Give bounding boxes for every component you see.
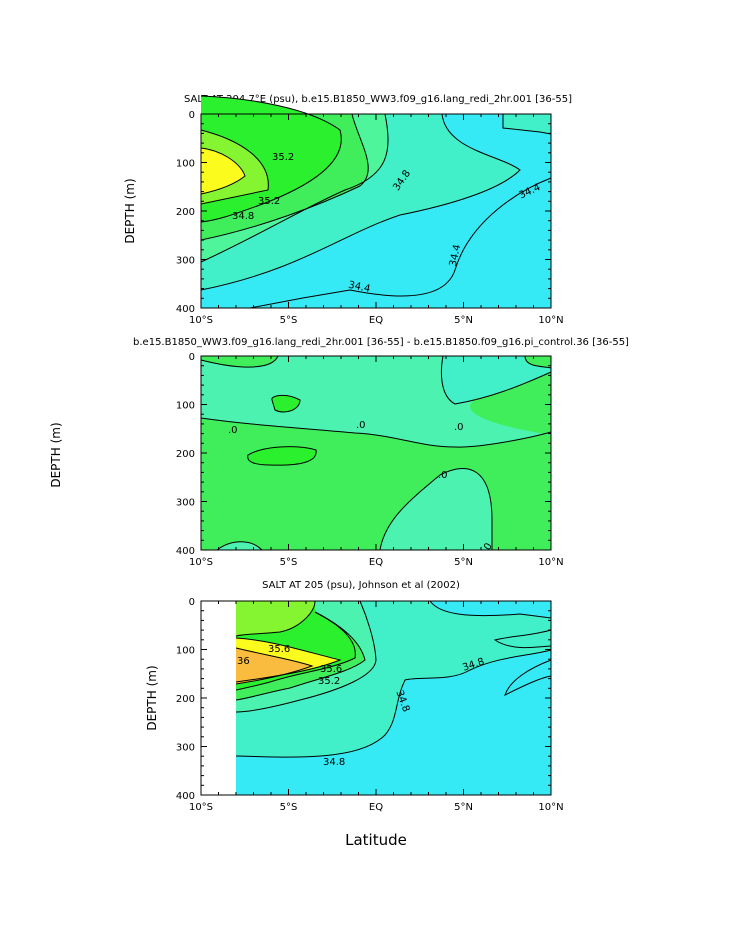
panel-1-contour-350 [200, 113, 369, 241]
panel-3-contour-lime [235, 600, 316, 637]
panel-1-contour-344-top [502, 114, 552, 135]
panel-3-clabel-1: 35.6 [268, 644, 290, 655]
panel-1-xtick-label: 5°N [454, 315, 473, 326]
panel-3-contour-right-1 [493, 629, 552, 649]
panel-3-ytick-label: 100 [176, 646, 195, 657]
panel-3-contour-354 [235, 611, 356, 691]
panel-2-contour-top-right [441, 355, 552, 405]
panel-2-contour-zero [200, 417, 552, 448]
panel-1-clabel-2: 35.2 [258, 196, 280, 207]
panel-2-clabel-3: .0 [454, 422, 464, 433]
panel-1-ytick-label: 100 [176, 159, 195, 170]
panel-2: b.e15.B1850_WW3.f09_g16.lang_redi_2hr.00… [49, 337, 629, 552]
panel-1-contour-348 [200, 113, 389, 263]
panel-1-xtick-label: 5°S [280, 315, 298, 326]
panel-2-title: b.e15.B1850_WW3.f09_g16.lang_redi_2hr.00… [133, 337, 629, 348]
panel-3-contour-348-top [429, 600, 552, 619]
panel-1-title: SALT AT 204.7°E (psu), b.e15.B1850_WW3.f… [184, 94, 572, 105]
panel-2-ytick-label: 200 [176, 449, 195, 460]
panel-1-contour-352 [200, 95, 342, 223]
panel-3-band-lime [236, 601, 315, 636]
panel-2-contour-positive [247, 446, 317, 466]
panel-2-clabel-5: 0 [482, 541, 495, 552]
panel-1-contour-356 [200, 147, 246, 195]
panel-2-xtick-label: 10°N [538, 557, 563, 568]
panel-2-contour-patch-left [216, 541, 263, 551]
panel-1-clabel-1: 35.2 [272, 152, 294, 163]
panel-3: SALT AT 205 (psu), Johnson et al (2002) [145, 580, 552, 849]
panel-3-title: SALT AT 205 (psu), Johnson et al (2002) [262, 580, 460, 591]
panel-1-contour-344 [249, 177, 552, 309]
panel-3-xtick-label: 10°N [538, 802, 563, 813]
panel-2-contour-corner [524, 355, 552, 369]
panel-2-patch-corner [217, 541, 262, 550]
figure-ylabel: DEPTH (m) [49, 422, 63, 487]
panel-2-ytick-label: 100 [176, 401, 195, 412]
panel-3-ytick-label: 400 [176, 791, 195, 802]
panel-2-ytick-label: 300 [176, 498, 195, 509]
panel-1-clabel-7: 34.4 [347, 280, 371, 295]
panel-2-xtick-label: 10°S [189, 557, 213, 568]
panel-2-contour-top-left [200, 355, 279, 368]
panel-1-ytick-label: 200 [176, 207, 195, 218]
panel-3-ytick-label: 200 [176, 694, 195, 705]
panel-2-island-top [201, 356, 278, 368]
panel-2-patch-negative [380, 468, 492, 550]
panel-3-contour-right-2 [504, 659, 552, 696]
panel-3-ytick-label: 300 [176, 743, 195, 754]
panel-2-contour-labels: .0 .0 .0 .0 0 [228, 420, 495, 552]
panel-3-ytick-label: 0 [189, 597, 195, 608]
panel-3-contour-348 [235, 649, 552, 758]
panel-1-xtick-label: EQ [369, 315, 383, 326]
panel-3-clabel-7: 34.8 [323, 757, 345, 768]
panel-2-island-small [271, 395, 300, 412]
panel-1-ytick-label: 0 [189, 110, 195, 121]
panel-2-ytick-label: 400 [176, 546, 195, 557]
panel-3-clabel-4: 35.2 [318, 676, 340, 687]
panel-3-clabel-2: 36 [237, 656, 250, 667]
panel-2-clabel-2: .0 [356, 420, 366, 431]
panel-2-plot-area: .0 .0 .0 .0 0 [200, 355, 552, 552]
panel-1-ylabel: DEPTH (m) [123, 178, 137, 243]
panel-1-clabel-6: 34.4 [448, 243, 463, 267]
panel-3-contour-352 [235, 611, 366, 701]
panel-2-island-corner [525, 356, 551, 368]
panel-3-contour-350 [235, 600, 377, 713]
panel-3-contour-356 [235, 637, 342, 683]
panel-2-island-positive [247, 446, 317, 466]
panel-1: SALT AT 204.7°E (psu), b.e15.B1850_WW3.f… [123, 94, 572, 309]
panel-3-plot-area: 35.6 36 35.6 35.2 34.8 34.8 34.8 [200, 600, 552, 796]
panel-3-contour-360 [235, 647, 314, 685]
panel-2-clabel-4: .0 [438, 470, 448, 481]
panel-3-xtick-label: 10°S [189, 802, 213, 813]
panel-2-xtick-label: 5°N [454, 557, 473, 568]
panel-2-contour-patch [379, 468, 493, 551]
panel-1-ytick-label: 400 [176, 304, 195, 315]
panel-1-plot-area: 35.2 35.2 34.8 34.8 34.4 34.4 34.4 [200, 95, 552, 309]
panel-3-xtick-label: EQ [369, 802, 383, 813]
panel-1-contour-354 [200, 129, 269, 205]
panel-2-xtick-label: EQ [369, 557, 383, 568]
panel-1-ytick-label: 300 [176, 256, 195, 267]
panel-1-xtick-label: 10°N [538, 315, 563, 326]
panel-3-xtick-label: 5°S [280, 802, 298, 813]
panel-3-xtick-label: 5°N [454, 802, 473, 813]
panel-3-ylabel: DEPTH (m) [145, 665, 159, 730]
panel-3-band-360 [236, 648, 312, 684]
panel-2-band-neg-strong [441, 356, 551, 404]
panel-1-clabel-3: 34.8 [232, 211, 254, 222]
figure-xlabel: Latitude [345, 831, 407, 849]
panel-3-clabel-3: 35.6 [320, 664, 342, 675]
panel-2-ytick-label: 0 [189, 352, 195, 363]
panel-1-contour-346 [200, 113, 521, 291]
panel-2-xtick-label: 5°S [280, 557, 298, 568]
panel-2-contour-small [271, 394, 301, 413]
panel-2-clabel-1: .0 [228, 425, 238, 436]
panel-1-xtick-label: 10°S [189, 315, 213, 326]
